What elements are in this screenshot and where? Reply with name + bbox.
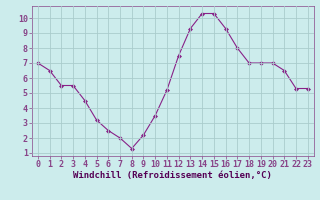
X-axis label: Windchill (Refroidissement éolien,°C): Windchill (Refroidissement éolien,°C) — [73, 171, 272, 180]
